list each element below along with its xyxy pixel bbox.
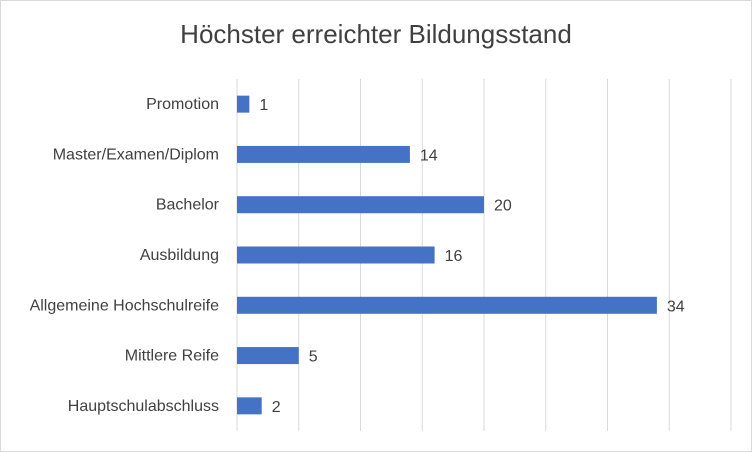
bar [237, 196, 484, 214]
data-label: 20 [494, 198, 512, 215]
category-label: Mittlere Reife [125, 348, 219, 365]
data-label: 16 [445, 248, 463, 265]
bar [237, 95, 250, 113]
bar [237, 347, 299, 365]
category-label: Promotion [146, 96, 219, 113]
data-label: 14 [420, 147, 438, 164]
bar [237, 296, 657, 314]
data-label: 1 [259, 97, 268, 114]
chart-title: Höchster erreichter Bildungsstand [180, 19, 572, 49]
category-label: Ausbildung [140, 247, 219, 264]
bar [237, 397, 262, 415]
bar [237, 145, 410, 163]
category-label: Hauptschulabschluss [68, 398, 219, 415]
data-label: 5 [309, 349, 318, 366]
category-label: Master/Examen/Diplom [53, 146, 219, 163]
bar [237, 246, 435, 264]
data-label: 34 [667, 298, 685, 315]
category-label: Allgemeine Hochschulreife [30, 297, 220, 314]
data-label: 2 [272, 399, 281, 416]
category-label: Bachelor [156, 197, 220, 214]
